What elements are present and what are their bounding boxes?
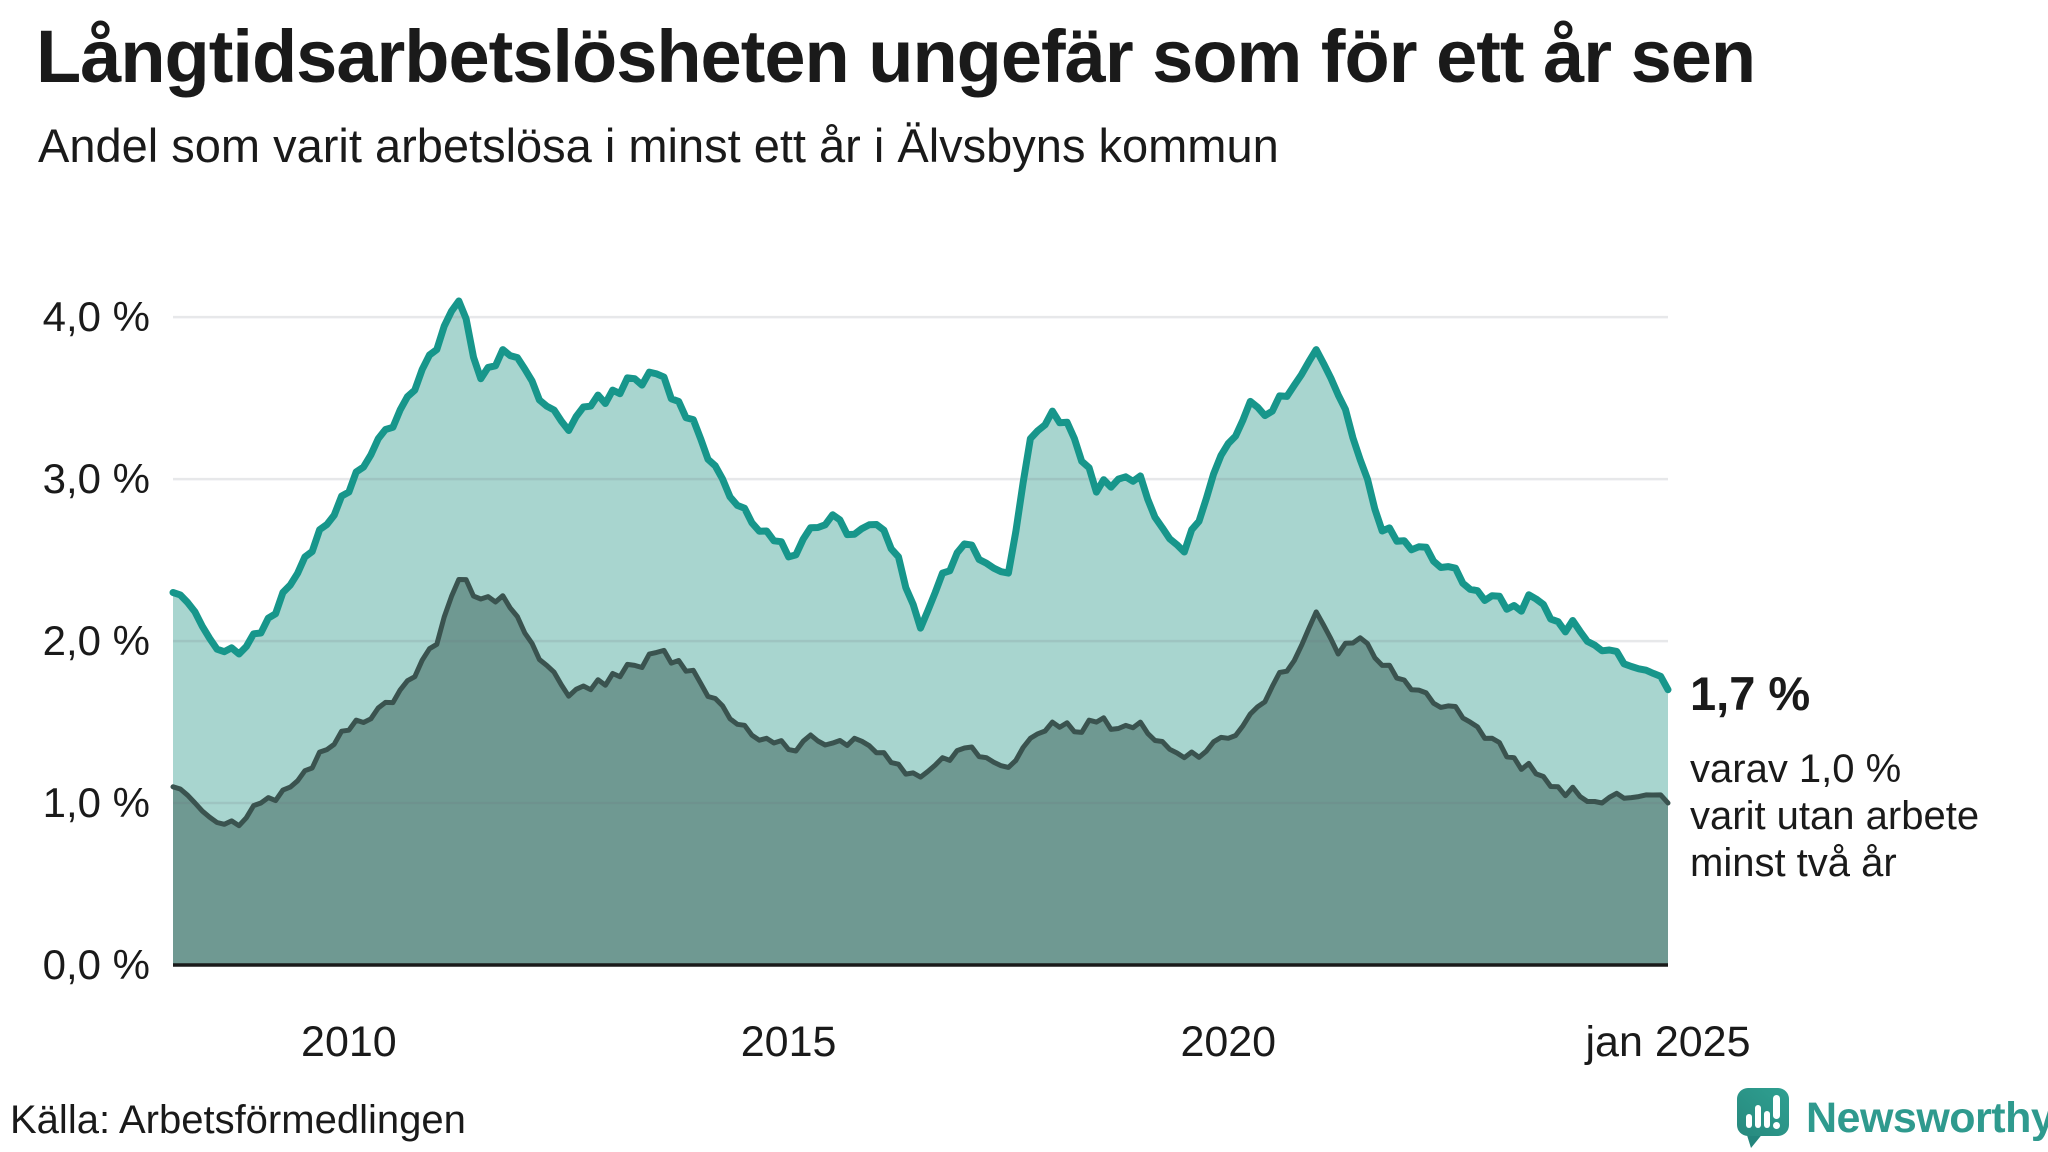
y-axis-label: 2,0 % (42, 617, 150, 665)
plot-area (169, 220, 1672, 967)
y-axis-label: 4,0 % (42, 293, 150, 341)
y-axis-label: 3,0 % (42, 455, 150, 503)
page-title: Långtidsarbetslösheten ungefär som för e… (36, 15, 1756, 98)
x-axis-label: 2020 (1180, 1018, 1277, 1066)
source-note: Källa: Arbetsförmedlingen (10, 1098, 466, 1142)
annotation-detail: varav 1,0 % varit utan arbete minst två … (1690, 746, 1979, 887)
annotation-line: minst två år (1690, 841, 1897, 885)
chart-subtitle: Andel som varit arbetslösa i minst ett å… (38, 119, 1279, 172)
x-axis-label: 2015 (740, 1018, 837, 1066)
newsworthy-wordmark: Newsworthy (1806, 1094, 2048, 1142)
newsworthy-logo: Newsworthy (1734, 1086, 2048, 1150)
annotation-line: varit utan arbete (1690, 794, 1980, 838)
area-chart-svg (169, 297, 1672, 967)
annotation-line: varav 1,0 % (1690, 747, 1902, 791)
x-axis-label: jan 2025 (1585, 1018, 1751, 1066)
bar-chart-speech-bubble-icon (1737, 1088, 1789, 1148)
annotation-latest-value: 1,7 % (1690, 667, 1811, 720)
y-axis-label: 1,0 % (42, 779, 150, 827)
y-axis-label: 0,0 % (42, 941, 150, 988)
x-axis-label: 2010 (301, 1018, 397, 1066)
